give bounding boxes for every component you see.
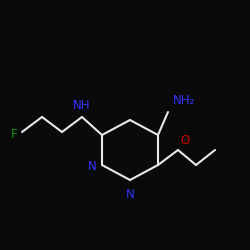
Text: NH₂: NH₂: [173, 94, 195, 107]
Text: F: F: [12, 128, 18, 140]
Text: N: N: [126, 188, 134, 201]
Text: NH: NH: [73, 99, 91, 112]
Text: O: O: [180, 134, 189, 147]
Text: N: N: [88, 160, 97, 173]
